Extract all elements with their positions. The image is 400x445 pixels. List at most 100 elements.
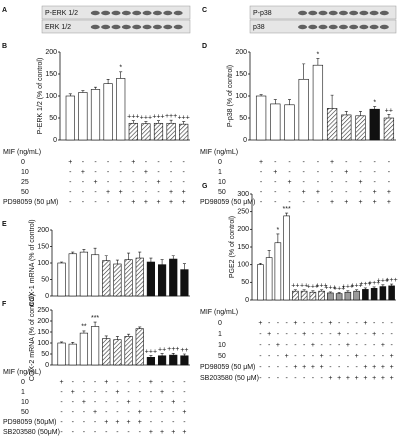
row-cell: - [127,389,130,396]
row-label: 1 [21,389,25,396]
error-bar [115,259,119,264]
blot-band [90,10,100,16]
blot-band [318,10,328,16]
bar [369,108,380,141]
error-bar [131,120,135,124]
y-tick-label: 150 [45,71,57,78]
blot-band [173,24,183,30]
row-cell: - [373,342,376,349]
row-cell: - [347,353,350,360]
row-cell: - [107,179,110,186]
row-cell: - [359,159,362,166]
row-cell: + [355,375,359,382]
row-cell: - [317,169,320,176]
row-cell: - [107,159,110,166]
error-bar [285,212,289,216]
significance-label: +++ [385,277,397,284]
error-bar [320,289,324,292]
row-cell: + [293,364,297,371]
row-cell: + [381,342,385,349]
significance-label: +++ [167,346,179,353]
row-cell: + [93,409,97,416]
bar [90,326,100,366]
row-cell: - [183,169,186,176]
row-cell: + [104,379,108,386]
row-cell: - [94,159,97,166]
row-cell: + [68,159,72,166]
row-cell: - [60,399,63,406]
significance-label: +++ [350,283,362,290]
blot-band [359,10,369,16]
row-cell: + [302,189,306,196]
row-cell: - [303,375,306,382]
y-tick-label: 50 [241,279,249,286]
row-cell: - [285,342,288,349]
row-cell: - [288,199,291,206]
row-cell: - [150,409,153,416]
y-tick-label: 300 [237,191,249,198]
error-bar [127,333,131,337]
bar [388,285,395,301]
row-cell: + [131,199,135,206]
row-cell: + [330,159,334,166]
row-label: PD98059 (50 μM) [200,364,255,371]
row-cell: - [347,320,350,327]
row-cell: - [170,159,173,166]
row-cell: - [312,353,315,360]
blot-band [308,24,318,30]
error-bar [138,326,142,329]
y-tick-label: 50 [41,276,49,283]
bar [312,64,324,141]
row-cell: - [259,364,262,371]
error-bar [276,233,280,243]
y-tick-label: 0 [45,293,49,300]
error-bar [258,262,262,265]
row-label: SB203580 (50μM) [3,429,60,436]
y-tick-label: 150 [235,71,247,78]
significance-label: ** [81,324,87,331]
row-cell: - [83,389,86,396]
row-cell: - [132,169,135,176]
blot-band [318,24,328,30]
row-label: 50 [218,353,226,360]
row-cell: + [144,169,148,176]
row-label: 0 [218,159,222,166]
row-cell: + [328,375,332,382]
row-group-label: MIF (ng/mL) [200,309,238,316]
row-cell: - [317,199,320,206]
row-cell: - [364,342,367,349]
row-cell: - [183,419,186,426]
row-cell: - [183,379,186,386]
error-bar [373,106,377,110]
row-cell: + [115,389,119,396]
significance-label: +++ [342,284,354,291]
significance-label: *** [91,315,99,322]
row-cell: - [338,342,341,349]
bar [65,95,75,141]
row-cell: - [285,331,288,338]
row-cell: - [355,342,358,349]
row-cell: + [337,331,341,338]
y-axis-label: P-p38 (% of control) [227,65,234,127]
row-cell: - [382,320,385,327]
bar [257,264,264,301]
error-bar [171,353,175,356]
row-cell: - [320,331,323,338]
row-cell: - [94,429,97,436]
significance-label: +++ [324,285,336,292]
row-cell: + [71,389,75,396]
panel-label: C [202,7,207,14]
row-cell: + [259,159,263,166]
row-cell: + [285,353,289,360]
row-cell: - [338,353,341,360]
row-cell: + [337,375,341,382]
row-cell: - [312,375,315,382]
row-cell: - [82,179,85,186]
bar [169,258,178,297]
error-bar [138,251,142,259]
row-cell: - [288,189,291,196]
row-cell: - [268,364,271,371]
blot-band [142,24,152,30]
bar [78,92,88,141]
